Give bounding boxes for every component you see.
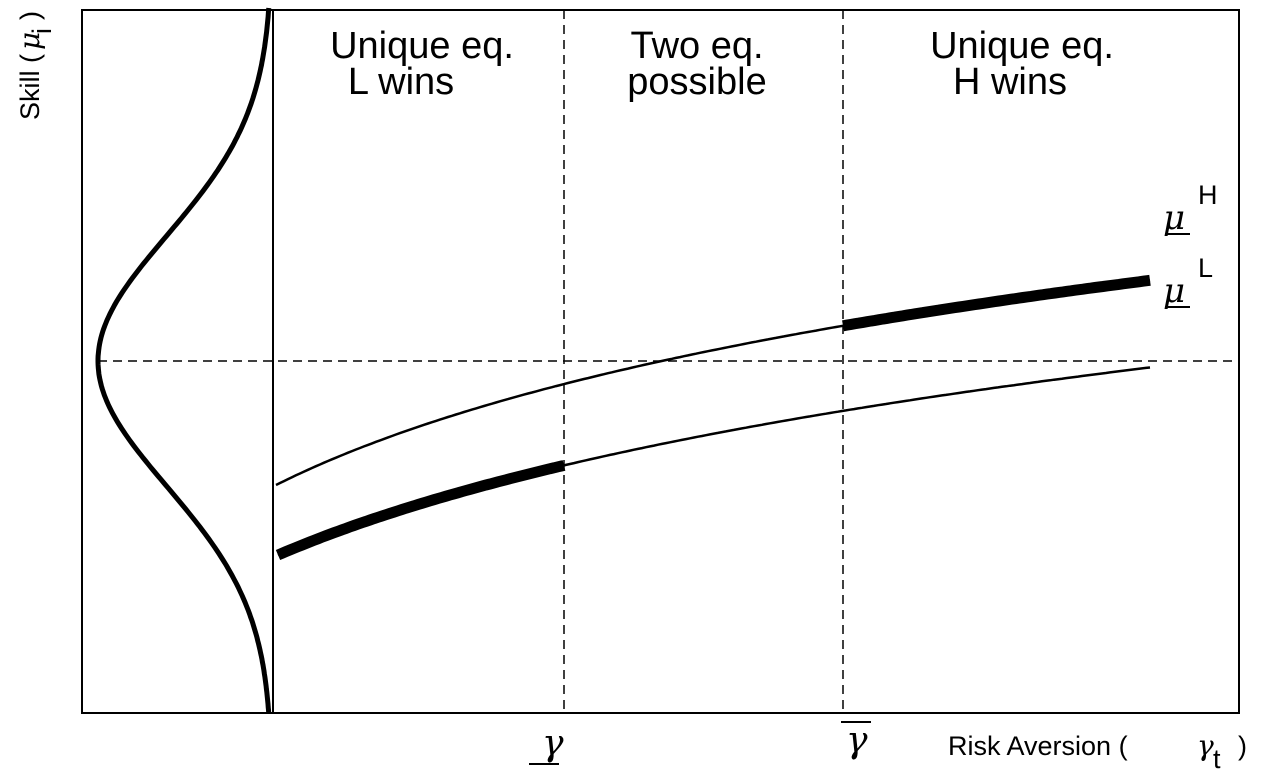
mu-h-label: μ H xyxy=(1163,180,1218,238)
mu-h-equilibrium-segment xyxy=(842,274,1151,332)
mu-l-equilibrium-segment xyxy=(275,460,566,561)
mu-l-symbol: μ xyxy=(1163,271,1185,311)
region-3-line1: Unique eq. xyxy=(930,25,1114,67)
threshold-low-symbol: γ xyxy=(542,723,564,764)
x-axis-label-text: Risk Aversion ( xyxy=(948,731,1128,761)
x-axis-label: Risk Aversion ( γ t ) xyxy=(948,729,1247,774)
mu-l-curve xyxy=(277,366,1151,557)
mu-h-curve xyxy=(275,279,1151,487)
x-axis-close: ) xyxy=(1238,731,1247,761)
mu-h-symbol: μ xyxy=(1163,198,1185,238)
region-1-line1: Unique eq. xyxy=(330,25,514,67)
y-axis-close: ) xyxy=(15,11,45,20)
y-axis-label-text: Skill ( xyxy=(15,54,45,120)
y-axis-label: Skill ( μ i ) xyxy=(13,11,57,120)
mu-l-superscript: L xyxy=(1198,253,1213,283)
y-axis-symbol: μ xyxy=(13,32,46,50)
mu-h-superscript: H xyxy=(1198,180,1218,210)
mu-l-label: μ L xyxy=(1163,253,1213,311)
x-axis-subscript: t xyxy=(1213,744,1221,774)
y-axis-subscript: i xyxy=(27,28,57,34)
threshold-low-label: γ xyxy=(529,723,564,765)
region-2-line2: possible xyxy=(627,61,766,103)
threshold-high-label: γ xyxy=(841,720,871,761)
region-3-line2: H wins xyxy=(953,61,1067,103)
region-2-line1: Two eq. xyxy=(630,25,763,67)
threshold-high-symbol: γ xyxy=(846,720,868,761)
region-1-line2: L wins xyxy=(348,61,454,103)
skill-distribution-curve xyxy=(95,7,272,714)
x-axis-symbol: γ xyxy=(1197,729,1214,762)
